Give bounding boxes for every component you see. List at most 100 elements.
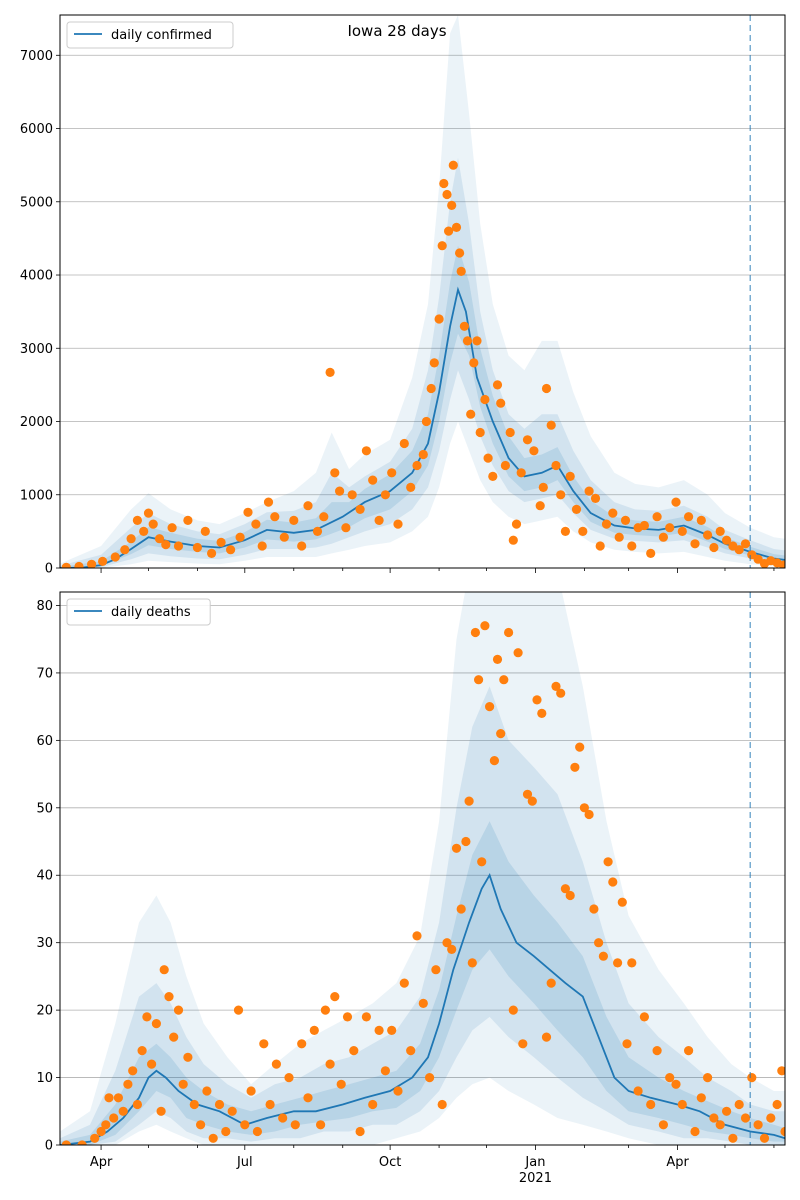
data-point [622, 1039, 632, 1049]
data-point [480, 394, 490, 405]
data-point [387, 1025, 397, 1035]
data-point [485, 702, 495, 712]
data-point [101, 1120, 111, 1130]
data-point [639, 520, 650, 531]
legend-box [66, 21, 234, 49]
x-tick-label: Apr [90, 1155, 113, 1170]
data-point [368, 1099, 378, 1110]
data-point [677, 526, 687, 537]
data-point [652, 1046, 662, 1056]
data-point [104, 1093, 114, 1103]
x-tick-label: Apr [666, 1155, 689, 1170]
data-point [508, 535, 518, 545]
data-point [278, 1113, 288, 1123]
data-point [98, 556, 108, 567]
data-point [633, 1086, 643, 1096]
data-point [709, 542, 719, 553]
data-point [142, 1012, 152, 1022]
data-point [399, 438, 409, 449]
data-point [722, 535, 732, 545]
data-point [214, 1099, 225, 1110]
data-point [466, 409, 476, 419]
data-point [421, 416, 431, 427]
data-point [227, 1106, 237, 1116]
data-point [221, 1126, 231, 1137]
data-point [538, 482, 548, 492]
data-point [330, 992, 340, 1002]
data-point [496, 729, 506, 739]
legend-box [66, 598, 211, 626]
data-point [571, 504, 582, 514]
x-tick-label: Oct [379, 1155, 401, 1170]
data-point [556, 688, 566, 698]
y-tick-label: 70 [36, 666, 53, 681]
y-tick-label: 80 [36, 599, 53, 614]
data-point [412, 460, 422, 471]
data-point [671, 1079, 681, 1089]
data-point [439, 178, 449, 189]
legend: daily confirmed [66, 21, 234, 49]
data-point [467, 958, 477, 968]
data-point [551, 460, 561, 471]
data-point [703, 530, 713, 540]
data-point [393, 1086, 403, 1096]
data-point [690, 539, 700, 549]
data-point [451, 843, 462, 853]
data-point [374, 515, 384, 526]
data-point [753, 1120, 763, 1130]
data-point [257, 541, 267, 551]
data-point [226, 545, 236, 555]
data-point [496, 398, 506, 408]
data-point [671, 497, 681, 507]
data-point [477, 857, 487, 867]
data-point [620, 515, 631, 526]
data-point [192, 542, 202, 553]
legend: daily deaths [66, 598, 211, 626]
data-point [613, 958, 623, 968]
legend-label: daily deaths [111, 605, 191, 620]
data-point [319, 512, 329, 522]
data-point [703, 1073, 713, 1083]
data-point [535, 501, 545, 511]
data-point [393, 519, 403, 529]
data-point [159, 965, 169, 975]
axes-frame [59, 14, 786, 569]
data-point [627, 541, 637, 551]
data-point [208, 1133, 218, 1143]
data-point [483, 453, 493, 463]
data-point [147, 1059, 157, 1069]
data-point [132, 515, 142, 526]
data-point [442, 189, 452, 200]
data-point [532, 695, 542, 705]
data-point [118, 1106, 128, 1116]
data-point [297, 541, 307, 551]
data-point [556, 490, 566, 500]
data-point [696, 515, 706, 526]
data-point [355, 504, 365, 514]
data-point [325, 1059, 335, 1069]
data-point [178, 1079, 188, 1089]
data-point [541, 383, 552, 394]
data-point [139, 526, 149, 537]
data-point [335, 486, 345, 496]
data-point [154, 534, 165, 544]
data-point [658, 532, 669, 542]
data-point [330, 468, 340, 478]
y-tick-label: 20 [36, 1004, 53, 1019]
data-point [734, 1099, 744, 1110]
data-point [508, 1005, 518, 1015]
uncertainty-band [60, 245, 785, 568]
data-point [240, 1120, 250, 1130]
data-point [109, 1113, 119, 1123]
data-point [560, 884, 571, 894]
data-point [551, 681, 561, 692]
data-point [61, 1140, 71, 1145]
data-point [652, 512, 662, 522]
axes-frame [59, 591, 786, 1146]
data-point [303, 501, 313, 511]
data-point [715, 1120, 725, 1130]
data-point [522, 435, 533, 445]
data-point [448, 160, 458, 170]
data-point [456, 904, 466, 914]
